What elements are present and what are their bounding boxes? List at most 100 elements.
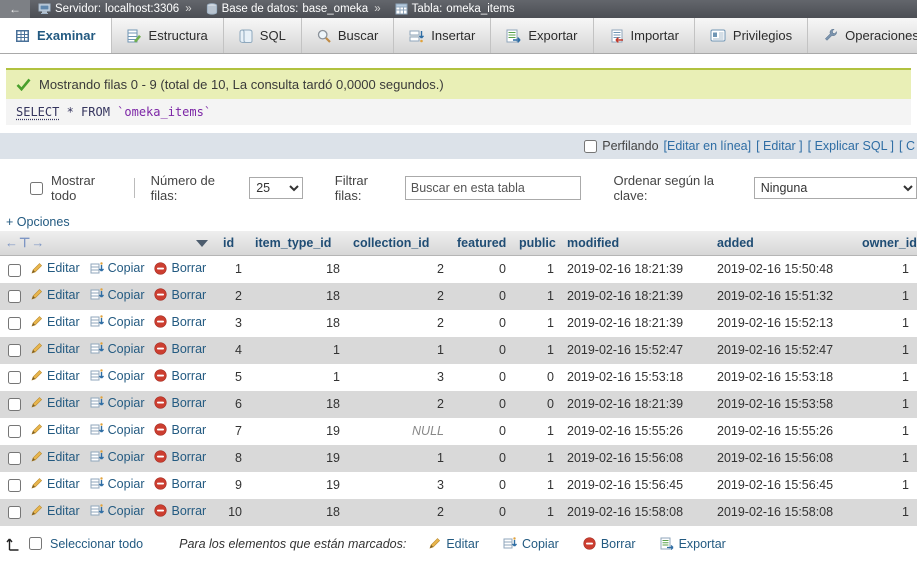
tab-insertar[interactable]: Insertar [394, 18, 491, 53]
export-selected-link[interactable]: Exportar [660, 537, 726, 551]
copy-link[interactable]: Copiar [90, 369, 145, 383]
explain-sql-link[interactable]: [ Explicar SQL ] [808, 139, 894, 153]
edit-link[interactable]: Editar [30, 450, 80, 464]
edit-link[interactable]: Editar [30, 342, 80, 356]
row-checkbox[interactable] [8, 506, 21, 519]
options-toggle[interactable]: + Opciones [6, 215, 917, 229]
back-button[interactable]: ← [0, 0, 30, 18]
column-header-id[interactable]: id [218, 231, 250, 256]
sort-key-select[interactable]: Ninguna [754, 177, 917, 199]
pencil-icon [30, 262, 43, 275]
cell-modified: 2019-02-16 18:21:39 [562, 391, 712, 418]
tab-privilegios[interactable]: Privilegios [695, 18, 808, 53]
edit-link[interactable]: Editar [30, 261, 80, 275]
delete-link[interactable]: Borrar [154, 315, 206, 329]
row-checkbox[interactable] [8, 317, 21, 330]
filter-input[interactable] [405, 176, 582, 200]
column-header-modified[interactable]: modified [562, 231, 712, 256]
tab-exportar[interactable]: Exportar [491, 18, 593, 53]
column-header-owner-id[interactable]: owner_id [857, 231, 917, 256]
column-left-icon[interactable]: ← [5, 235, 19, 250]
server-link[interactable]: localhost:3306 [105, 3, 179, 15]
column-header-public[interactable]: public [514, 231, 562, 256]
tab-buscar[interactable]: Buscar [302, 18, 394, 53]
copy-link[interactable]: Copiar [90, 450, 145, 464]
copy-icon [503, 537, 517, 550]
profiling-checkbox[interactable] [584, 140, 597, 153]
delete-link[interactable]: Borrar [154, 396, 206, 410]
row-checkbox[interactable] [8, 398, 21, 411]
row-checkbox[interactable] [8, 425, 21, 438]
delete-link[interactable]: Borrar [154, 288, 206, 302]
column-marker-icon[interactable]: ⊤ [19, 235, 31, 250]
edit-link[interactable]: Editar [30, 396, 80, 410]
delete-link[interactable]: Borrar [154, 477, 206, 491]
copy-link[interactable]: Copiar [90, 315, 145, 329]
edit-link[interactable]: Editar [30, 315, 80, 329]
cell-featured: 0 [452, 391, 514, 418]
copy-link[interactable]: Copiar [90, 477, 145, 491]
copy-link[interactable]: Copiar [90, 261, 145, 275]
select-all-label[interactable]: Seleccionar todo [50, 537, 143, 551]
edit-link[interactable]: Editar [30, 288, 80, 302]
tab-estructura[interactable]: Estructura [112, 18, 224, 53]
cell-item-type-id: 18 [250, 391, 348, 418]
select-all-checkbox[interactable] [29, 537, 42, 550]
column-header-collection-id[interactable]: collection_id [348, 231, 452, 256]
copy-link[interactable]: Copiar [90, 423, 145, 437]
server-icon [38, 3, 51, 15]
table-link[interactable]: omeka_items [446, 3, 514, 15]
num-rows-select[interactable]: 25 [249, 177, 303, 199]
copy-icon [90, 315, 104, 328]
copy-link[interactable]: Copiar [90, 396, 145, 410]
tab-examinar[interactable]: Examinar [0, 18, 112, 53]
delete-selected-link[interactable]: Borrar [583, 537, 636, 551]
delete-link[interactable]: Borrar [154, 423, 206, 437]
minus-circle-icon [154, 262, 167, 275]
breadcrumb-table: Tabla: omeka_items [395, 3, 515, 15]
cell-item-type-id: 1 [250, 364, 348, 391]
tab-importar[interactable]: Importar [594, 18, 695, 53]
server-label: Servidor: [55, 3, 101, 15]
column-header-item-type-id[interactable]: item_type_id [250, 231, 348, 256]
cell-id: 6 [218, 391, 250, 418]
delete-link[interactable]: Borrar [154, 450, 206, 464]
edit-link[interactable]: Editar [30, 477, 80, 491]
edit-query-link[interactable]: [ Editar ] [756, 139, 803, 153]
table-row: Editar Copiar Borrar 9 19 3 0 1 2019-02-… [0, 472, 917, 499]
row-checkbox[interactable] [8, 452, 21, 465]
row-checkbox[interactable] [8, 344, 21, 357]
copy-link[interactable]: Copiar [90, 504, 145, 518]
show-all-checkbox[interactable] [30, 182, 43, 195]
edit-link[interactable]: Editar [30, 423, 80, 437]
delete-link[interactable]: Borrar [154, 369, 206, 383]
column-header-featured[interactable]: featured [452, 231, 514, 256]
copy-link[interactable]: Copiar [90, 288, 145, 302]
column-header-added[interactable]: added [712, 231, 857, 256]
pencil-icon [30, 477, 43, 490]
row-checkbox[interactable] [8, 479, 21, 492]
column-right-icon[interactable]: → [31, 235, 45, 250]
copy-link[interactable]: Copiar [90, 342, 145, 356]
cell-added: 2019-02-16 15:55:26 [712, 418, 857, 445]
tab-operaciones[interactable]: Operaciones [808, 18, 917, 53]
row-checkbox[interactable] [8, 290, 21, 303]
inline-edit-link[interactable]: [Editar en línea] [664, 139, 752, 153]
cell-featured: 0 [452, 283, 514, 310]
sort-arrow-icon[interactable] [196, 240, 208, 247]
row-checkbox[interactable] [8, 264, 21, 277]
row-checkbox[interactable] [8, 371, 21, 384]
php-code-link[interactable]: [ C [899, 139, 915, 153]
delete-link[interactable]: Borrar [154, 261, 206, 275]
copy-selected-link[interactable]: Copiar [503, 537, 559, 551]
table-row: Editar Copiar Borrar 4 1 1 0 1 2019-02-1… [0, 337, 917, 364]
copy-icon [90, 477, 104, 490]
tab-sql[interactable]: SQL [224, 18, 302, 53]
edit-link[interactable]: Editar [30, 504, 80, 518]
delete-link[interactable]: Borrar [154, 504, 206, 518]
database-link[interactable]: base_omeka [302, 3, 368, 15]
delete-link[interactable]: Borrar [154, 342, 206, 356]
edit-link[interactable]: Editar [30, 369, 80, 383]
edit-selected-link[interactable]: Editar [428, 537, 479, 551]
cell-item-type-id: 19 [250, 472, 348, 499]
